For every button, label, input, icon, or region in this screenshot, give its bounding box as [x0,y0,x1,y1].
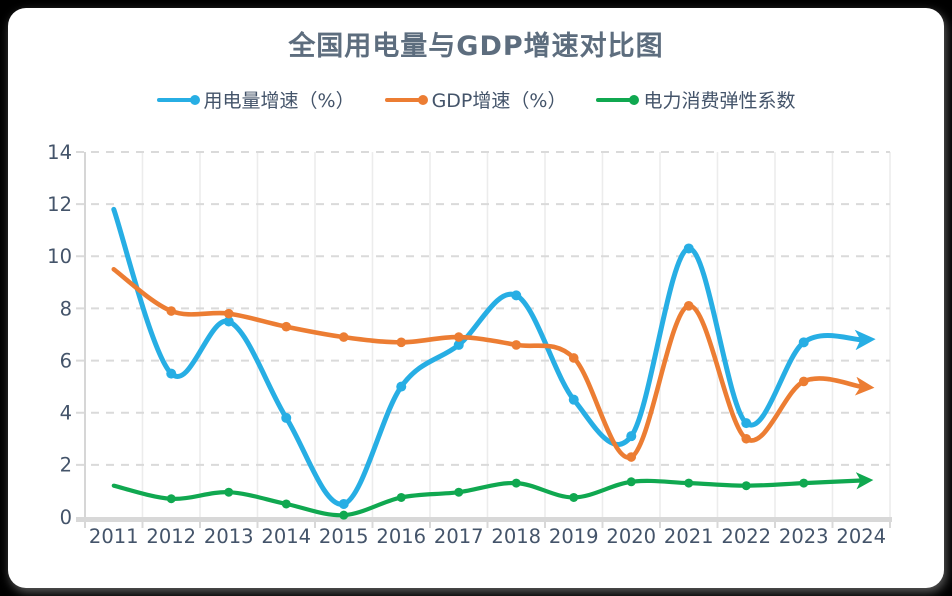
legend-label: 电力消费弹性系数 [643,90,796,112]
gdp-growth-data-point [626,452,637,462]
gdp-growth-data-point [511,340,522,350]
gdp-growth-data-point [741,433,752,444]
electricity-growth-data-point [683,243,694,254]
y-tick-label: 2 [60,454,72,477]
electricity-growth-data-point [798,337,809,348]
legend-label: GDP增速（%） [431,90,567,112]
x-tick-label: 2017 [434,525,484,548]
x-tick-label: 2020 [606,525,656,548]
series-electricity-growth [111,206,876,509]
x-tick-label: 2023 [779,525,829,548]
y-tick-label: 14 [47,141,72,164]
legend-item-electricity-growth[interactable]: 用电量增速（%） [156,86,355,113]
x-axis [76,517,892,528]
legend: 用电量增速（%） GDP增速（%） 电力消费弹性系数 [8,86,944,113]
legend-dot-icon [189,94,200,105]
series-elasticity [111,472,874,520]
gdp-growth-data-point [338,332,349,342]
legend-dot-icon [629,94,640,105]
legend-dot-icon [417,94,428,105]
y-axis-labels: 0 2 4 6 8 10 12 14 [47,141,72,529]
legend-item-gdp-growth[interactable]: GDP增速（%） [384,86,567,113]
legend-line-icon [384,94,428,105]
elasticity-data-point [741,481,751,491]
x-tick-label: 2011 [89,525,139,548]
elasticity-data-point [166,494,176,504]
electricity-growth-data-point [453,339,464,350]
gdp-growth-data-point [798,376,809,387]
y-tick-label: 8 [60,297,72,320]
electricity-growth-data-point [338,498,349,509]
y-tick-label: 4 [60,402,72,425]
elasticity-data-point [684,478,694,488]
legend-label: 用电量增速（%） [203,90,355,112]
elasticity-data-point [396,492,406,502]
y-tick-label: 12 [47,193,72,216]
x-tick-label: 2016 [376,525,426,548]
electricity-growth-data-point [568,394,579,405]
elasticity-data-point [281,499,291,509]
x-tick-label: 2019 [549,525,599,548]
electricity-growth-data-point [281,412,292,423]
electricity-growth-data-point [626,431,637,442]
x-axis-labels: 2011 2012 2013 2014 2015 2016 2017 2018 2019 2020… [89,525,886,548]
y-tick-label: 10 [47,245,72,268]
electricity-growth-data-point [396,381,407,392]
x-tick-label: 2015 [319,525,369,548]
electricity-growth-data-point [166,368,177,379]
elasticity-data-point [569,492,579,502]
elasticity-data-point [626,477,636,487]
x-tick-label: 2022 [721,525,771,548]
x-tick-label: 2014 [261,525,311,548]
y-tick-label: 0 [60,506,72,529]
electricity-growth-data-point [511,290,522,301]
y-tick-label: 6 [60,349,72,372]
gdp-growth-data-point [683,301,694,311]
x-tick-label: 2012 [146,525,196,548]
elasticity-data-point [511,478,521,488]
x-tick-label: 2018 [491,525,541,548]
elasticity-data-point [339,510,349,520]
series-gdp-growth [111,267,875,462]
x-tick-label: 2024 [836,525,886,548]
chart-title: 全国用电量与GDP增速对比图 [288,31,664,62]
x-tick-label: 2021 [664,525,714,548]
chart-card: 全国用电量与GDP增速对比图 用电量增速（%） GDP增速（%） 电力消费弹性系… [8,8,944,588]
elasticity-data-point [799,478,809,488]
elasticity-line [111,472,874,518]
gdp-growth-data-point [223,308,234,319]
gdp-growth-data-point [396,337,407,348]
legend-line-icon [156,94,200,105]
legend-item-elasticity[interactable]: 电力消费弹性系数 [596,86,795,113]
gdp-growth-line [111,267,875,460]
elasticity-data-point [454,487,464,497]
electricity-growth-data-point [741,418,752,429]
x-tick-label: 2013 [204,525,254,548]
elasticity-data-point [224,487,234,497]
grid [76,151,891,517]
gdp-growth-data-point [568,353,579,363]
gdp-growth-data-point [166,306,177,316]
gdp-growth-data-point [281,321,292,332]
electricity-growth-data-point [223,316,234,327]
legend-line-icon [596,94,640,105]
gdp-growth-data-point [453,332,464,342]
